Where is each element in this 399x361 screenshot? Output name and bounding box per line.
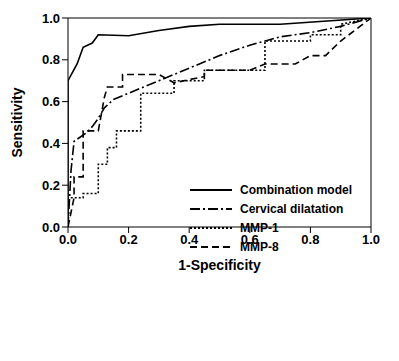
svg-text:0.4: 0.4 [180,232,199,247]
svg-text:0.0: 0.0 [59,232,77,247]
svg-text:1-Specificity: 1-Specificity [178,257,261,273]
svg-text:1.0: 1.0 [42,11,60,26]
svg-text:0.6: 0.6 [42,94,60,109]
svg-text:0.8: 0.8 [42,52,60,67]
svg-text:1.0: 1.0 [362,232,380,247]
svg-text:0.6: 0.6 [241,232,259,247]
svg-text:0.2: 0.2 [42,178,60,193]
svg-text:0.4: 0.4 [42,136,61,151]
svg-text:0.2: 0.2 [120,232,138,247]
svg-text:0.8: 0.8 [301,232,319,247]
svg-text:Sensitivity: Sensitivity [9,87,25,157]
svg-text:0.0: 0.0 [42,220,60,235]
